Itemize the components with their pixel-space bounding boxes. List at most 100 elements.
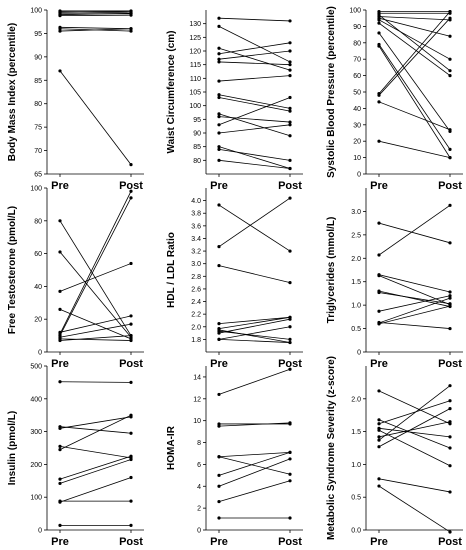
data-point-pre	[217, 499, 221, 504]
y-tick-label: 70	[353, 57, 361, 64]
x-category-label: Pre	[210, 180, 228, 192]
data-point-pre	[217, 60, 221, 64]
series-line	[59, 335, 132, 341]
y-tick-label: 2	[197, 506, 201, 513]
series-line	[59, 26, 132, 30]
series-line	[218, 61, 291, 66]
series-line	[218, 197, 291, 247]
x-category-label: Post	[119, 358, 143, 370]
y-tick-label: 3.4	[191, 236, 201, 243]
series-line	[378, 11, 451, 94]
data-point-post	[288, 49, 292, 53]
y-tick-label: 75	[34, 125, 42, 132]
y-tick-label: 130	[189, 21, 201, 28]
data-point-post	[448, 203, 452, 207]
y-tick-label: 70	[34, 148, 42, 155]
x-category-label: Pre	[51, 358, 69, 370]
chart-panel-9: 0.0 0.5 1.0 1.5 2.0 Pre Post Metabolic Syndrome…	[326, 356, 463, 548]
data-point-post	[288, 421, 292, 425]
data-point-pre	[377, 21, 381, 25]
series-line	[59, 315, 132, 333]
data-point-post	[288, 337, 292, 341]
series-line	[59, 220, 132, 336]
data-point-pre	[377, 422, 381, 426]
y-tick-label: 85	[34, 78, 42, 85]
data-point-post	[448, 156, 452, 160]
data-point-post	[288, 317, 292, 321]
data-point-post	[288, 479, 292, 483]
y-tick-label: 60	[353, 73, 361, 80]
data-point-post	[448, 407, 452, 411]
data-point-post	[448, 69, 452, 73]
data-point-post	[288, 95, 292, 100]
y-tick-label: 95	[193, 117, 201, 124]
data-point-post	[448, 241, 452, 245]
data-point-post	[448, 57, 452, 61]
y-tick-label: 2.0	[191, 324, 201, 331]
data-point-pre	[58, 481, 62, 486]
series-line	[59, 445, 132, 459]
data-point-post	[288, 472, 292, 476]
series-line	[378, 44, 451, 150]
y-tick-label: 4.0	[191, 198, 201, 205]
series-line	[218, 146, 291, 169]
data-point-post	[288, 74, 292, 78]
y-tick-label: 2.2	[191, 312, 201, 319]
series-line	[378, 101, 451, 131]
y-tick-label: 0.5	[351, 495, 361, 502]
series-line	[218, 329, 291, 343]
y-tick-label: 80	[193, 158, 201, 165]
chart-panel-3: 0 10 20 30 40 50 60 70 80 90 100 Pre Post Systolic Bl…	[326, 6, 463, 192]
x-category-label: Post	[119, 180, 143, 192]
y-tick-label: 100	[349, 8, 361, 15]
y-tick-label: 2.8	[191, 274, 201, 281]
data-point-post	[288, 457, 292, 461]
chart-panel-6: 0 0.5 1.0 1.5 2.0 2.5 3.0 Pre Post Triglycerides …	[326, 188, 463, 370]
series-line	[59, 28, 132, 32]
x-category-label: Pre	[210, 358, 228, 370]
series-line	[218, 50, 291, 60]
data-point-pre	[217, 131, 221, 135]
data-point-pre	[217, 245, 221, 249]
data-point-post	[288, 249, 292, 253]
data-point-post	[129, 457, 133, 462]
series-line	[378, 305, 451, 325]
series-line	[378, 390, 451, 425]
y-tick-label: 1.5	[351, 279, 361, 286]
data-point-pre	[217, 331, 221, 335]
series-line	[218, 422, 291, 427]
data-point-pre	[217, 422, 221, 426]
data-point-pre	[58, 69, 62, 73]
series-line	[59, 191, 132, 335]
data-point-post	[129, 334, 133, 338]
y-tick-label: 8	[197, 440, 201, 447]
series-line	[378, 22, 451, 76]
series-line	[218, 42, 291, 55]
chart-panel-2: 80 85 90 95 100 105 110 115 120 125 130 Pre Post Wais…	[166, 10, 303, 192]
data-point-post	[288, 63, 292, 67]
data-point-post	[448, 34, 452, 38]
y-axis-title: Metabolic Syndrome Severity (z-score)	[326, 356, 337, 540]
x-category-label: Pre	[51, 536, 69, 548]
data-point-pre	[377, 445, 381, 449]
y-tick-label: 110	[190, 76, 201, 83]
series-line	[59, 414, 132, 450]
data-point-pre	[217, 147, 221, 151]
series-line	[59, 477, 132, 503]
y-tick-label: 100	[30, 8, 42, 15]
y-tick-label: 80	[34, 101, 42, 108]
data-point-pre	[217, 484, 221, 488]
data-point-post	[129, 475, 133, 480]
y-tick-label: 0.0	[351, 528, 361, 535]
data-point-post	[288, 134, 292, 138]
data-point-pre	[377, 484, 381, 488]
data-point-pre	[217, 93, 221, 97]
data-point-pre	[217, 322, 221, 326]
series-line	[378, 17, 451, 96]
series-line	[378, 275, 451, 306]
y-tick-label: 12	[193, 396, 201, 403]
y-tick-label: 90	[353, 24, 361, 31]
data-point-pre	[217, 46, 221, 50]
series-line	[59, 11, 132, 13]
